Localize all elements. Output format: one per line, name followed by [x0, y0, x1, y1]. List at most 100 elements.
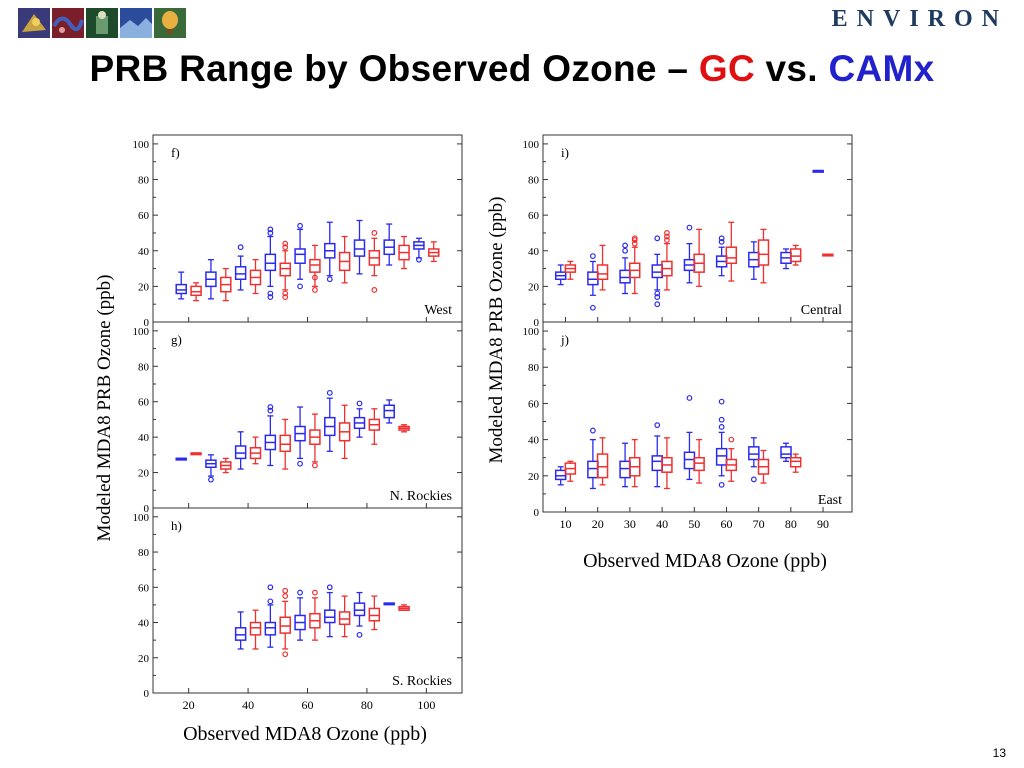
box-camx — [353, 591, 366, 638]
box-iqr — [368, 607, 381, 622]
page-title: PRB Range by Observed Ozone – GC vs. CAM… — [0, 48, 1024, 90]
box-iqr — [715, 447, 728, 466]
box-camx — [780, 442, 792, 462]
box-gc — [398, 604, 410, 611]
box-camx — [175, 457, 187, 461]
box-gc — [309, 244, 321, 293]
box-camx — [748, 241, 760, 280]
box-camx — [234, 244, 247, 291]
outlier-point — [631, 235, 638, 242]
box-iqr — [264, 621, 277, 636]
xtick-label: 90 — [817, 517, 829, 531]
box-iqr — [279, 616, 291, 634]
ytick-label: 100 — [523, 326, 540, 338]
ytick-label: 40 — [528, 246, 540, 258]
box-iqr — [651, 455, 664, 472]
box-gc — [190, 452, 202, 456]
outlier-point — [371, 287, 378, 293]
panel-label: j) — [560, 332, 569, 347]
outlier-point — [654, 235, 661, 242]
outlier-point — [654, 294, 661, 300]
left-xtick-labels: 20 40 60 80 100 — [183, 688, 435, 712]
box-camx — [234, 611, 247, 650]
box-camx — [748, 437, 760, 483]
outlier-point — [654, 422, 661, 429]
box-gc — [596, 244, 609, 291]
box-iqr — [175, 283, 187, 295]
ytick-label: 40 — [528, 435, 540, 447]
box-gc — [757, 449, 770, 484]
box-gc — [279, 240, 291, 300]
outlier-point — [356, 631, 363, 638]
region-label: N. Rockies — [390, 489, 452, 504]
outlier-point — [282, 290, 289, 297]
panel-frame — [152, 134, 463, 323]
box-iqr — [234, 445, 247, 460]
series-camx — [554, 169, 824, 311]
title-main: PRB Range by Observed Ozone – — [89, 48, 699, 89]
outlier-point — [589, 304, 596, 311]
series-gc — [249, 587, 410, 658]
ytick-label: 80 — [138, 547, 150, 559]
ytick-label: 60 — [138, 210, 150, 222]
ytick-label: 100 — [133, 326, 150, 338]
panel-east: 0 20 40 60 80 100 j) East — [523, 321, 853, 519]
box-gc — [220, 267, 232, 302]
box-camx — [619, 242, 631, 295]
box-camx — [205, 454, 217, 483]
ytick-label: 80 — [138, 175, 150, 187]
header-logos — [18, 8, 186, 38]
outlier-point — [282, 651, 289, 658]
box-iqr — [294, 248, 306, 264]
box-camx — [715, 235, 728, 277]
outlier-point — [718, 481, 725, 488]
ytick-label: 20 — [528, 281, 540, 293]
logo-icon-3 — [86, 8, 118, 38]
box-gc — [757, 228, 770, 284]
box-iqr — [264, 253, 277, 272]
outlier-point — [728, 436, 735, 443]
outlier-point — [416, 256, 422, 263]
box-iqr — [587, 460, 599, 479]
ytick-label: 0 — [144, 503, 150, 515]
box-gc — [220, 457, 232, 474]
outlier-point — [718, 398, 725, 405]
panel-frame — [152, 321, 463, 509]
outlier-point — [664, 230, 670, 236]
box-gc — [564, 260, 577, 280]
box-gc — [368, 408, 381, 445]
box-gc — [338, 595, 351, 638]
box-gc — [309, 413, 321, 469]
box-iqr — [353, 602, 366, 617]
ytick-label: 100 — [133, 512, 150, 524]
box-camx — [324, 389, 336, 452]
series-gc — [564, 221, 834, 295]
outlier-point — [267, 584, 274, 591]
outlier-point — [664, 237, 670, 243]
left-xlabel: Observed MDA8 Ozone (ppb) — [183, 723, 427, 745]
outlier-point — [267, 404, 274, 410]
outlier-point — [686, 224, 693, 231]
outlier-point — [312, 274, 318, 281]
box-iqr — [249, 621, 262, 636]
box-camx — [554, 264, 567, 286]
outlier-point — [237, 244, 244, 251]
title-camx: CAMx — [828, 48, 935, 89]
xtick-label: 30 — [624, 517, 636, 531]
title-gc: GC — [698, 48, 755, 89]
box-camx — [651, 235, 664, 308]
logo-icon-2 — [52, 8, 84, 38]
ytick-label: 0 — [534, 317, 540, 329]
outlier-point — [718, 235, 725, 242]
panel-label: h) — [171, 518, 182, 533]
brand-logo: ENVIRON — [831, 6, 1008, 32]
box-gc — [428, 241, 440, 263]
outlier-point — [326, 276, 333, 283]
outlier-point — [622, 242, 628, 249]
box-gc — [789, 453, 802, 473]
outlier-point — [267, 407, 274, 414]
box-gc — [279, 418, 291, 470]
series-camx — [175, 389, 395, 483]
outlier-point — [654, 301, 661, 308]
